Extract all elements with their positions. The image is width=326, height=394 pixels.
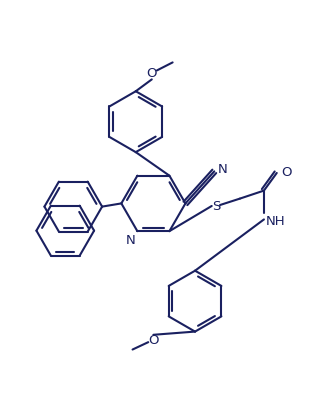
Text: O: O bbox=[148, 334, 159, 347]
Text: O: O bbox=[281, 165, 291, 178]
Text: NH: NH bbox=[266, 215, 285, 228]
Text: O: O bbox=[146, 67, 157, 80]
Text: N: N bbox=[218, 163, 228, 176]
Text: N: N bbox=[126, 234, 136, 247]
Text: S: S bbox=[212, 200, 220, 213]
